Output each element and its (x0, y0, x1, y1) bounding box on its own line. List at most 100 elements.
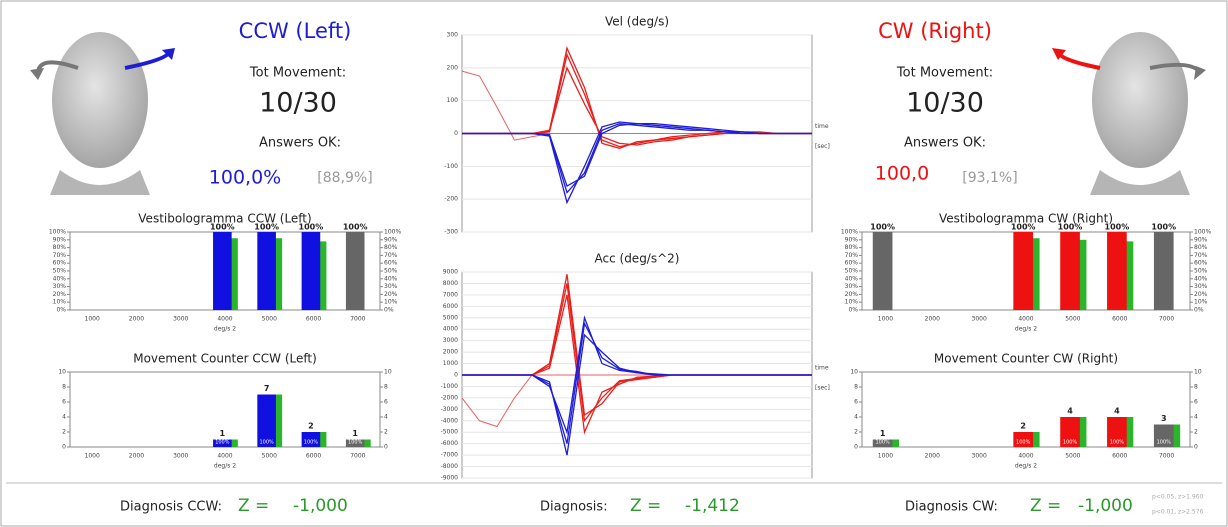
y-tick-label: 2 (854, 429, 858, 436)
y-tick-label: 70% (1194, 252, 1208, 259)
x-tick-label: 4000 (1018, 453, 1033, 460)
y-tick-label: 30% (53, 283, 67, 290)
y-tick-label: 90% (384, 236, 398, 243)
label: Answers OK: (259, 136, 341, 151)
z-value: -1,000 (293, 496, 348, 516)
y-tick-label: 40% (1194, 275, 1208, 282)
answers: 100,0% (209, 167, 281, 189)
inner-label: 100% (875, 440, 890, 446)
value-label: 100% (1151, 223, 1176, 232)
y-tick-label: 100% (49, 229, 66, 236)
y-tick-label: 10% (53, 299, 67, 306)
x-axis-label: deg/s 2 (1015, 463, 1037, 470)
y-tick-label: -1000 (441, 383, 459, 390)
y-tick-label: 70% (53, 252, 67, 259)
y-tick-label: 2 (384, 429, 388, 436)
chart-title: Vel (deg/s) (605, 15, 669, 29)
axis-annotation: time (815, 365, 829, 372)
x-tick-label: 6000 (306, 453, 321, 460)
y-tick-label: 50% (845, 268, 859, 275)
value-label: 100% (1058, 223, 1083, 232)
y-tick-label: 40% (845, 275, 859, 282)
chart-title: Vestibologramma CW (Right) (939, 212, 1113, 226)
z-label: Z = (1030, 496, 1061, 516)
x-tick-label: 1000 (878, 453, 893, 460)
inner-label: 100% (259, 440, 274, 446)
x-tick-label: 3000 (972, 316, 987, 323)
y-tick-label: 20% (845, 291, 859, 298)
y-tick-label: 8 (854, 384, 858, 391)
y-tick-label: 60% (1194, 260, 1208, 267)
x-tick-label: 6000 (306, 316, 321, 323)
value-label: 3 (1161, 414, 1167, 423)
bar (1013, 432, 1034, 447)
y-tick-label: 2000 (443, 349, 458, 356)
y-tick-label: 80% (845, 244, 859, 251)
axis-annotation: [sec] (815, 385, 830, 392)
value-label: 2 (308, 422, 314, 431)
y-tick-label: 0% (56, 307, 66, 314)
diagnosis-label: Diagnosis: (540, 500, 608, 515)
bar (1107, 417, 1127, 447)
bar (1153, 424, 1174, 447)
x-tick-label: 2000 (129, 316, 144, 323)
y-tick-label: 20% (53, 291, 67, 298)
y-tick-label: 100% (841, 229, 858, 236)
bar (301, 232, 321, 310)
y-tick-label: 10% (1194, 299, 1208, 306)
y-tick-label: -100 (444, 163, 458, 170)
x-tick-label: 4000 (1018, 316, 1033, 323)
diagnosis-label: Diagnosis CW: (905, 500, 998, 515)
bar (345, 232, 365, 310)
y-tick-label: 80% (384, 244, 398, 251)
y-tick-label: 70% (384, 252, 398, 259)
trace (462, 123, 812, 187)
y-tick-label: 60% (384, 260, 398, 267)
y-tick-label: 5000 (443, 314, 458, 321)
z-label: Z = (630, 496, 661, 516)
answers: 100,0 (875, 163, 929, 185)
side-title: CCW (Left) (239, 19, 352, 43)
x-tick-label: 2000 (129, 453, 144, 460)
bar (1107, 232, 1127, 310)
y-tick-label: -3000 (441, 406, 459, 413)
y-tick-label: 0% (848, 307, 858, 314)
inner-label: 100% (215, 440, 230, 446)
y-tick-label: 40% (384, 275, 398, 282)
y-tick-label: 10% (384, 299, 398, 306)
y-tick-label: 6 (384, 399, 388, 406)
y-tick-label: 100 (447, 97, 459, 104)
y-tick-label: 4 (62, 414, 66, 421)
inner-label: 100% (1110, 440, 1125, 446)
y-tick-label: 60% (845, 260, 859, 267)
inner-label: 100% (1063, 440, 1078, 446)
y-tick-label: 6 (1194, 399, 1198, 406)
axis-annotation: time (815, 123, 829, 130)
y-tick-label: -7000 (441, 452, 459, 459)
x-tick-label: 3000 (173, 316, 188, 323)
y-tick-label: 10 (850, 369, 858, 376)
inner-label: 100% (348, 440, 363, 446)
chart-title: Vestibologramma CCW (Left) (138, 212, 311, 226)
value-label: 1 (352, 429, 358, 438)
chart-title: Acc (deg/s^2) (595, 252, 680, 266)
x-tick-label: 5000 (1065, 316, 1080, 323)
x-tick-label: 6000 (1112, 316, 1127, 323)
x-tick-label: 4000 (217, 453, 232, 460)
z-label: Z = (238, 496, 269, 516)
value-label: 1 (880, 429, 886, 438)
y-tick-label: -5000 (441, 429, 459, 436)
inner-label: 100% (1016, 440, 1031, 446)
value-label: 7 (264, 384, 270, 393)
x-tick-label: 3000 (173, 453, 188, 460)
label: Tot Movement: (249, 66, 346, 81)
z-value: -1,000 (1078, 496, 1133, 516)
side-title: CW (Right) (878, 19, 992, 43)
x-axis-label: deg/s 2 (214, 463, 236, 470)
y-tick-label: 4000 (443, 326, 458, 333)
x-tick-label: 5000 (262, 316, 277, 323)
y-tick-label: 50% (1194, 268, 1208, 275)
y-tick-label: -8000 (441, 463, 459, 470)
y-tick-label: 90% (53, 236, 67, 243)
y-tick-label: 7000 (443, 291, 458, 298)
